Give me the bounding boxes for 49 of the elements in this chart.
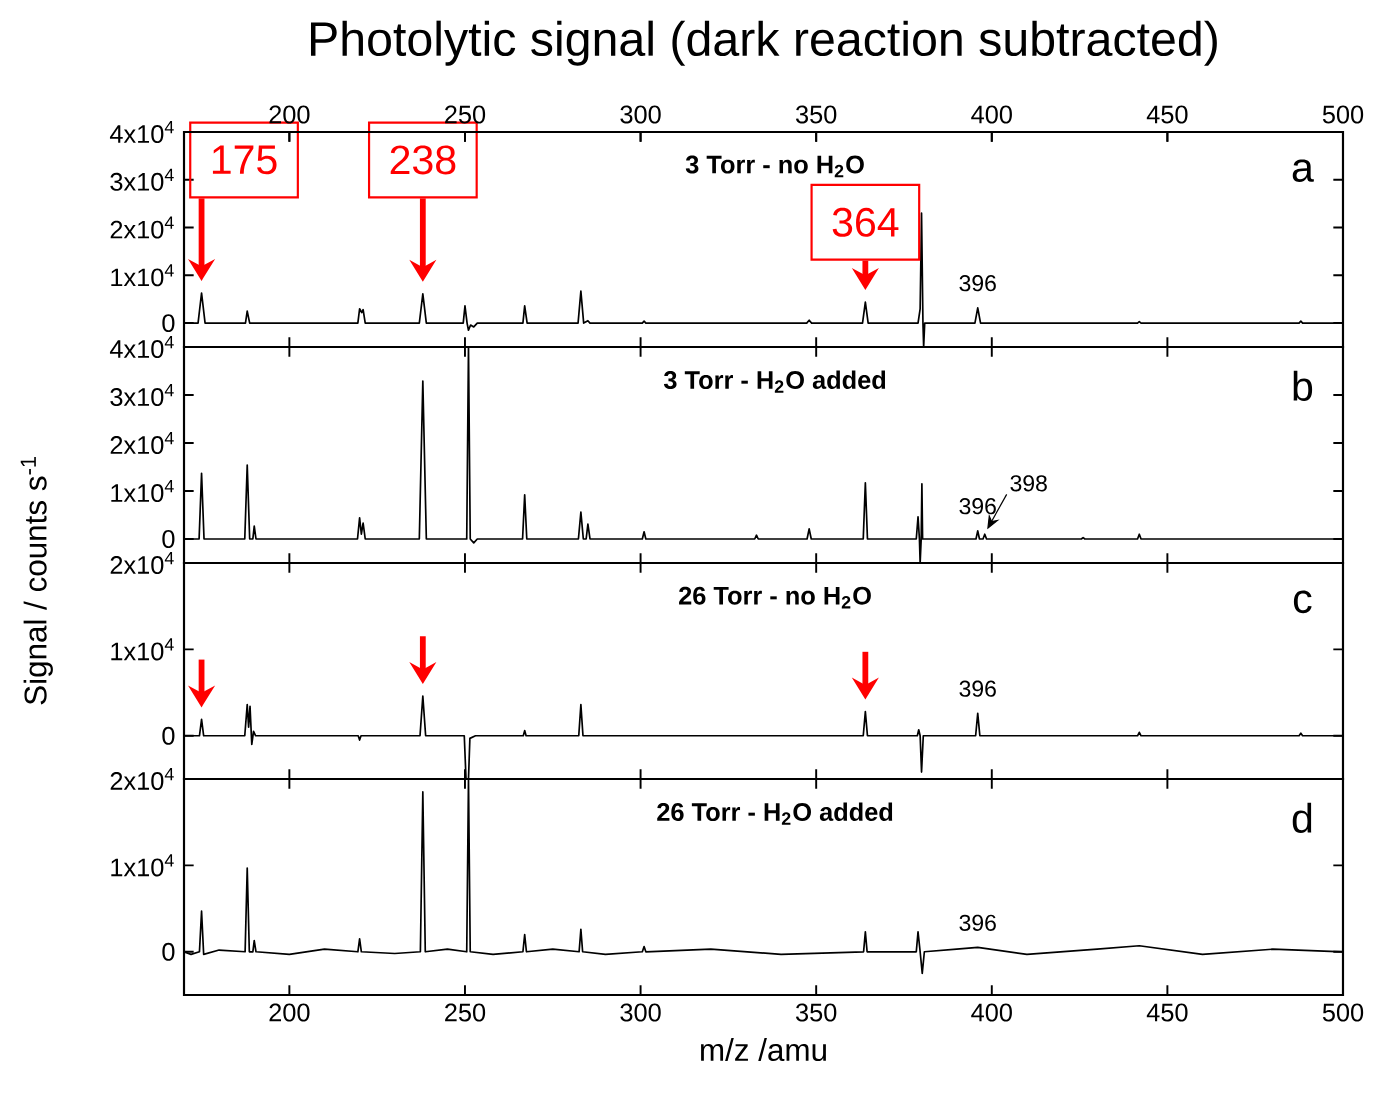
x2-tick-label: 300 — [620, 105, 661, 124]
y-tick-label: 2x10$^{4}$ — [110, 431, 174, 455]
y-tick-label: 4x10$^{4}$ — [109, 335, 174, 359]
y-tick-label: 2x10$^{4}$ — [110, 767, 174, 791]
y-tick-label: 2x10$^{4}$ — [110, 216, 174, 239]
x-tick-label: 400 — [971, 1003, 1012, 1022]
text: 3 Torr - H$_{2}$O added — [663, 370, 886, 393]
x-axis-title: m/z /amu — [701, 1038, 826, 1062]
text: 26 Torr - H$_{2}$O added — [657, 802, 893, 825]
x-tick-label: 450 — [1146, 1003, 1188, 1022]
x-tick-label: 350 — [795, 1003, 837, 1022]
y-tick-label: 3x10$^{4}$ — [110, 168, 174, 191]
annotation: 175 — [212, 145, 277, 175]
annotation: 396 — [959, 498, 996, 515]
y-tick-label: 1x10$^{4}$ — [111, 264, 174, 287]
text: 3 Torr - no H$_{2}$O — [685, 155, 864, 178]
y-tick-label: 3x10$^{4}$ — [110, 383, 174, 407]
y-tick-label: 1x10$^{4}$ — [111, 854, 174, 877]
x2-tick-label: 500 — [1322, 105, 1364, 124]
y-tick-label: 0 — [162, 314, 175, 333]
annotation: 238 — [390, 145, 456, 175]
y-tick-label: 0 — [162, 530, 175, 548]
text: 26 Torr - no H$_{2}$O — [679, 586, 871, 609]
y-axis-title: Signal / counts s$^{-1}$ — [20, 456, 53, 705]
x2-tick-label: 400 — [971, 105, 1012, 124]
x2-tick-label: 450 — [1146, 105, 1188, 124]
y-tick-label: 0 — [162, 942, 175, 961]
x2-tick-label: 250 — [445, 105, 486, 124]
annotation: c — [1293, 590, 1312, 614]
x-tick-label: 250 — [445, 1003, 486, 1022]
y-tick-label: 2x10$^{4}$ — [110, 551, 174, 575]
x-tick-label: 200 — [269, 1003, 310, 1022]
annotation: 398 — [1010, 475, 1047, 492]
y-tick-label: 0 — [162, 726, 175, 745]
annotation: 396 — [959, 680, 996, 697]
annotation: 364 — [832, 207, 899, 237]
x2-tick-label: 350 — [795, 105, 837, 124]
y-tick-label: 1x10$^{4}$ — [111, 479, 174, 503]
annotation: a — [1292, 159, 1314, 182]
annotation: 396 — [959, 275, 996, 292]
x-tick-label: 500 — [1322, 1003, 1364, 1022]
x2-tick-label: 200 — [269, 105, 310, 124]
y-tick-label: 1x10$^{4}$ — [111, 638, 174, 661]
x-tick-label: 300 — [620, 1003, 661, 1022]
annotation: b — [1293, 370, 1313, 401]
annotation: 396 — [959, 914, 996, 931]
y-tick-label: 4x10$^{4}$ — [109, 120, 174, 144]
annotation: d — [1292, 802, 1312, 833]
chart-title: Photolytic signal (dark reaction subtracted) — [310, 20, 1217, 66]
